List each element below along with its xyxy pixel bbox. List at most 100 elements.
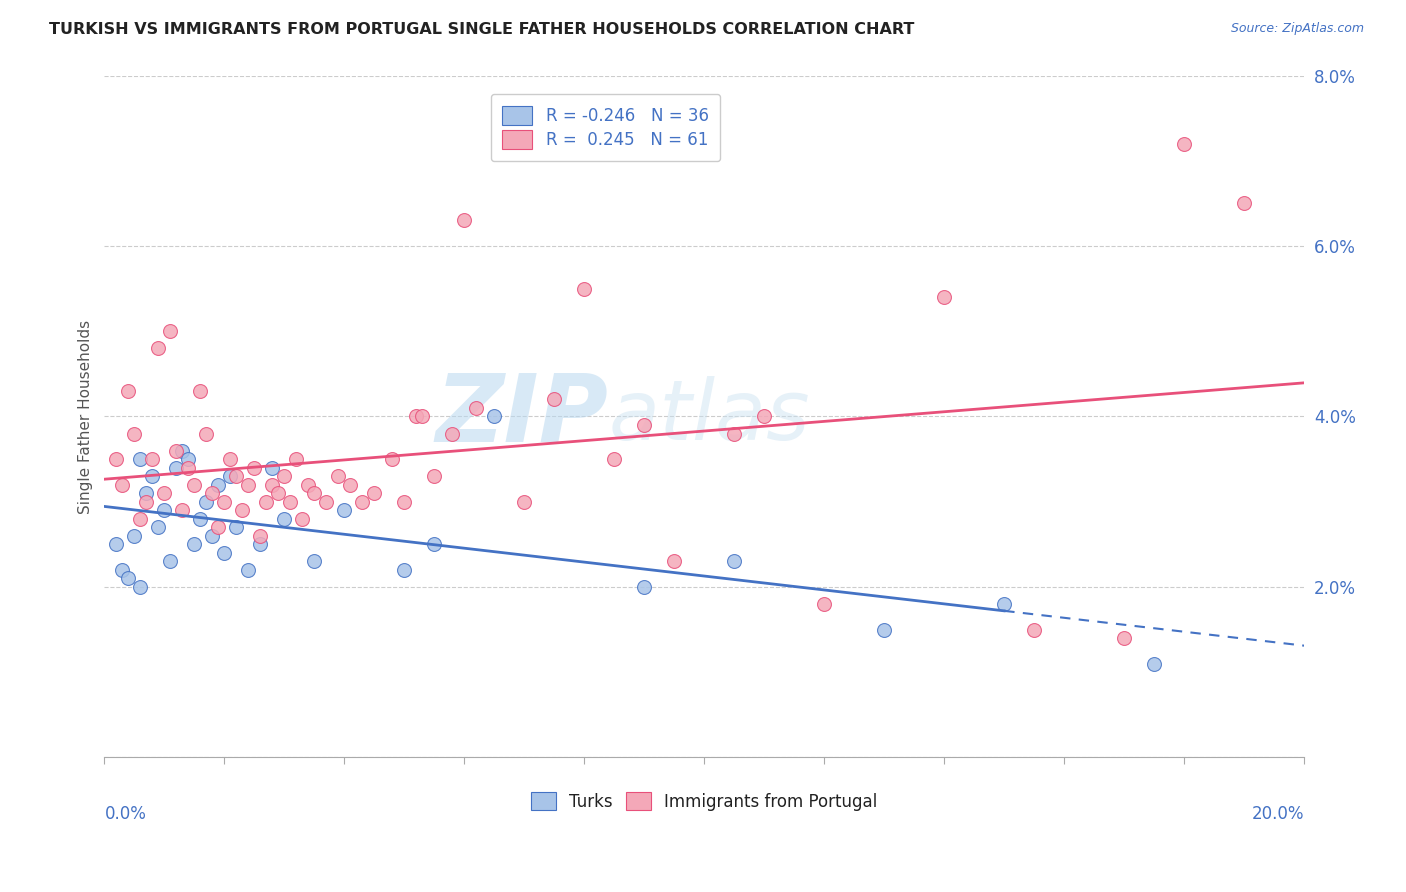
Point <box>993 597 1015 611</box>
Point <box>111 563 134 577</box>
Point <box>574 282 596 296</box>
Point <box>315 494 337 508</box>
Point <box>873 623 896 637</box>
Point <box>381 452 404 467</box>
Y-axis label: Single Father Households: Single Father Households <box>79 319 93 514</box>
Point <box>214 546 236 560</box>
Point <box>441 426 464 441</box>
Point <box>249 529 271 543</box>
Point <box>135 486 157 500</box>
Point <box>129 452 152 467</box>
Point <box>177 460 200 475</box>
Point <box>262 460 284 475</box>
Point <box>254 494 277 508</box>
Point <box>159 554 181 568</box>
Point <box>124 426 146 441</box>
Point <box>117 571 139 585</box>
Text: 20.0%: 20.0% <box>1251 805 1305 823</box>
Point <box>148 520 170 534</box>
Point <box>141 452 163 467</box>
Point <box>723 426 745 441</box>
Point <box>117 384 139 398</box>
Point <box>190 512 212 526</box>
Point <box>214 494 236 508</box>
Point <box>238 477 260 491</box>
Point <box>111 477 134 491</box>
Legend: Turks, Immigrants from Portugal: Turks, Immigrants from Portugal <box>524 786 884 817</box>
Text: atlas: atlas <box>609 376 810 457</box>
Point <box>195 494 218 508</box>
Point <box>291 512 314 526</box>
Point <box>285 452 308 467</box>
Point <box>723 554 745 568</box>
Point <box>394 563 416 577</box>
Point <box>172 503 194 517</box>
Point <box>105 537 128 551</box>
Point <box>135 494 157 508</box>
Text: 0.0%: 0.0% <box>104 805 146 823</box>
Point <box>105 452 128 467</box>
Point <box>1114 631 1136 645</box>
Point <box>304 486 326 500</box>
Point <box>249 537 271 551</box>
Point <box>363 486 385 500</box>
Point <box>423 469 446 483</box>
Point <box>465 401 488 415</box>
Point <box>513 494 536 508</box>
Point <box>201 486 224 500</box>
Point <box>238 563 260 577</box>
Point <box>124 529 146 543</box>
Point <box>304 554 326 568</box>
Point <box>172 443 194 458</box>
Point <box>225 520 247 534</box>
Point <box>280 494 302 508</box>
Point <box>405 409 427 424</box>
Point <box>339 477 361 491</box>
Point <box>297 477 319 491</box>
Point <box>603 452 626 467</box>
Text: ZIP: ZIP <box>436 370 609 462</box>
Point <box>267 486 290 500</box>
Point <box>262 477 284 491</box>
Point <box>165 460 187 475</box>
Point <box>664 554 686 568</box>
Point <box>195 426 218 441</box>
Point <box>754 409 776 424</box>
Point <box>333 503 356 517</box>
Point <box>165 443 187 458</box>
Point <box>484 409 506 424</box>
Point <box>231 503 253 517</box>
Point <box>1173 136 1195 151</box>
Point <box>1143 657 1166 671</box>
Point <box>207 477 229 491</box>
Point <box>633 580 655 594</box>
Point <box>190 384 212 398</box>
Point <box>153 503 176 517</box>
Point <box>352 494 374 508</box>
Point <box>183 477 205 491</box>
Point <box>177 452 200 467</box>
Point <box>453 213 475 227</box>
Point <box>543 392 565 407</box>
Point <box>141 469 163 483</box>
Text: TURKISH VS IMMIGRANTS FROM PORTUGAL SINGLE FATHER HOUSEHOLDS CORRELATION CHART: TURKISH VS IMMIGRANTS FROM PORTUGAL SING… <box>49 22 914 37</box>
Point <box>243 460 266 475</box>
Point <box>159 324 181 338</box>
Point <box>129 580 152 594</box>
Point <box>219 452 242 467</box>
Point <box>1233 196 1256 211</box>
Point <box>153 486 176 500</box>
Point <box>207 520 229 534</box>
Text: Source: ZipAtlas.com: Source: ZipAtlas.com <box>1230 22 1364 36</box>
Point <box>273 512 295 526</box>
Point <box>225 469 247 483</box>
Point <box>219 469 242 483</box>
Point <box>813 597 835 611</box>
Point <box>201 529 224 543</box>
Point <box>411 409 433 424</box>
Point <box>934 290 956 304</box>
Point <box>1024 623 1046 637</box>
Point <box>394 494 416 508</box>
Point <box>148 341 170 355</box>
Point <box>273 469 295 483</box>
